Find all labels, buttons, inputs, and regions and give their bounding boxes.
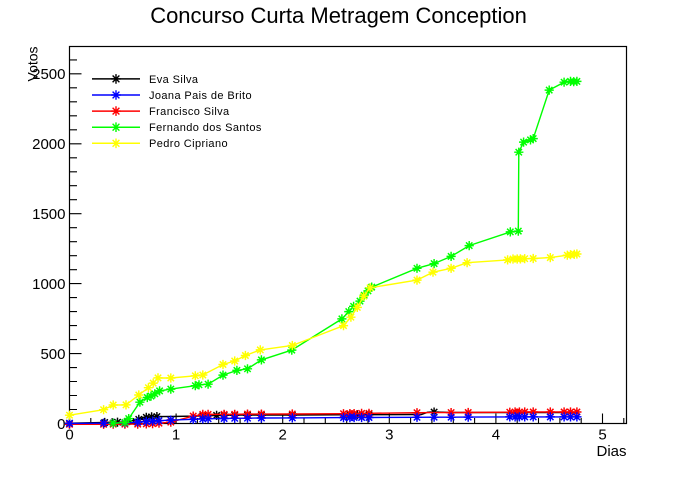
svg-text:4: 4: [492, 427, 500, 444]
svg-text:Joana Pais de Brito: Joana Pais de Brito: [149, 90, 252, 102]
svg-text:Dias: Dias: [596, 443, 626, 460]
svg-text:Fernando dos Santos: Fernando dos Santos: [149, 122, 262, 134]
svg-text:Concurso Curta Metragem Concep: Concurso Curta Metragem Conception: [150, 3, 527, 28]
svg-text:2000: 2000: [32, 136, 65, 153]
svg-text:Eva Silva: Eva Silva: [149, 74, 199, 86]
svg-text:Pedro Cipriano: Pedro Cipriano: [149, 138, 228, 150]
svg-text:2500: 2500: [32, 66, 65, 83]
svg-text:1: 1: [172, 427, 180, 444]
svg-text:2: 2: [279, 427, 287, 444]
svg-text:Francisco Silva: Francisco Silva: [149, 106, 230, 118]
svg-text:0: 0: [57, 416, 65, 433]
svg-text:500: 500: [40, 346, 65, 363]
svg-text:0: 0: [65, 427, 73, 444]
svg-text:1500: 1500: [32, 206, 65, 223]
svg-text:3: 3: [385, 427, 393, 444]
svg-text:Votos: Votos: [25, 46, 41, 81]
svg-text:5: 5: [598, 427, 606, 444]
svg-text:1000: 1000: [32, 276, 65, 293]
